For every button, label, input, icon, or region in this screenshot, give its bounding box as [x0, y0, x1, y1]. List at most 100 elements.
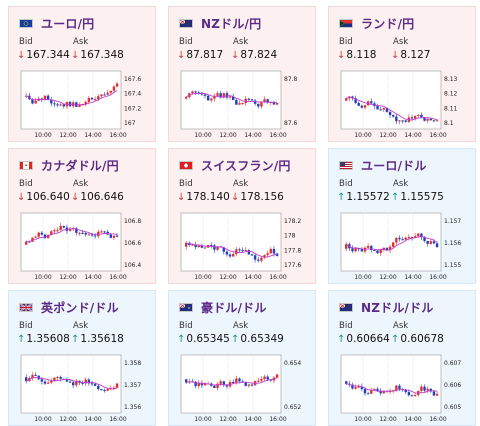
price-chart[interactable]: 8.13 8.12 8.11 8.1 10:00 12:00 14:00 16:00 [337, 67, 469, 141]
candle-body [203, 383, 207, 386]
pair-name[interactable]: NZドル/ドル [361, 300, 434, 315]
pair-name[interactable]: ランド/円 [361, 16, 415, 31]
candle-body [351, 384, 354, 389]
candle-body [37, 232, 40, 237]
bid-value: ↓178.140 [177, 191, 230, 203]
candle-body [413, 236, 417, 238]
currency-card[interactable]: ランド/円 Bid Ask ↓8.118 ↓8.127 8.13 8.12 8.11 8.1 10… [328, 6, 476, 142]
candle-body [75, 380, 78, 386]
card-header[interactable]: ランド/円 [339, 14, 414, 32]
candle-body [363, 389, 367, 394]
candle-body [100, 389, 103, 391]
pair-name[interactable]: ユーロ/円 [41, 16, 95, 31]
candle-body [376, 250, 379, 254]
candle-body [115, 83, 119, 87]
pair-name[interactable]: ユーロ/ドル [361, 158, 427, 173]
candle-body [360, 105, 364, 108]
pair-name[interactable]: カナダドル/円 [41, 158, 119, 173]
currency-card[interactable]: 英ポンド/ドル Bid Ask ↑1.35608 ↑1.35618 1.358 1.357 1… [8, 290, 156, 426]
pair-name[interactable]: 豪ドル/ドル [201, 300, 267, 315]
x-tick-label: 10:00 [34, 274, 51, 281]
candle-body [247, 384, 251, 386]
x-tick-label: 14:00 [84, 416, 101, 423]
pair-name[interactable]: スイスフラン/円 [201, 158, 291, 173]
candle-body [56, 230, 59, 232]
chart-svg: 0.654 0.652 10:00 12:00 14:00 16:00 [180, 354, 301, 423]
plot-area [180, 70, 282, 130]
price-chart[interactable]: 178.2 178 177.8 177.6 10:00 12:00 14:00 16:00 [177, 209, 309, 283]
candle-body [200, 245, 204, 248]
candle-body [228, 254, 232, 257]
y-tick-label: 8.11 [444, 105, 458, 112]
candle-body [345, 244, 348, 249]
y-tick-label: 87.8 [284, 76, 298, 83]
candle-body [78, 104, 81, 107]
price-chart[interactable]: 0.607 0.606 0.605 10:00 12:00 14:00 16:00 [337, 351, 469, 425]
currency-card[interactable]: 豪ドル/ドル Bid Ask ↑0.65345 ↑0.65349 0.654 0.652 10… [168, 290, 316, 426]
us-flag-icon [339, 160, 353, 170]
currency-grid: ユーロ/円 Bid Ask ↓167.344 ↓167.348 167.6 167.4 167… [8, 6, 476, 426]
candle-body [46, 95, 50, 100]
plot-area [20, 354, 122, 414]
y-tick-label: 1.156 [444, 240, 461, 247]
x-tick-label: 12:00 [219, 274, 236, 281]
ask-value: ↓178.156 [231, 191, 284, 203]
price-chart[interactable]: 1.157 1.156 1.155 10:00 12:00 14:00 16:00 [337, 209, 469, 283]
card-header[interactable]: カナダドル/円 [19, 156, 119, 174]
arrow-up-icon: ↑ [337, 192, 346, 203]
candle-body [426, 118, 429, 121]
y-tick-label: 87.6 [284, 120, 298, 127]
card-header[interactable]: NZドル/ドル [339, 298, 434, 316]
candle-body [84, 233, 87, 235]
candle-body [232, 96, 235, 101]
currency-card[interactable]: NZドル/ドル Bid Ask ↑0.60664 ↑0.60678 0.607 0.606 0… [328, 290, 476, 426]
candle-body [426, 240, 429, 244]
currency-card[interactable]: ユーロ/円 Bid Ask ↓167.344 ↓167.348 167.6 167.4 167… [8, 6, 156, 142]
currency-card[interactable]: NZドル/円 Bid Ask ↓87.817 ↓87.824 87.8 87.6 10:00 1… [168, 6, 316, 142]
ask-number: 1.15575 [400, 191, 444, 203]
candle-body [395, 385, 398, 391]
candle-body [379, 249, 382, 254]
candle-body [90, 383, 94, 385]
ask-value: ↓167.348 [71, 49, 124, 61]
currency-card[interactable]: ユーロ/ドル Bid Ask ↑1.15572 ↑1.15575 1.157 1.156 1.… [328, 148, 476, 284]
pair-name[interactable]: NZドル/円 [201, 16, 262, 31]
candle-body [235, 249, 238, 255]
card-header[interactable]: ユーロ/円 [19, 14, 94, 32]
candle-body [429, 241, 432, 244]
x-tick-label: 12:00 [59, 132, 76, 139]
card-header[interactable]: 豪ドル/ドル [179, 298, 267, 316]
candle-body [100, 94, 103, 97]
candle-body [247, 250, 251, 255]
price-chart[interactable]: 1.358 1.357 1.356 10:00 12:00 14:00 16:00 [17, 351, 149, 425]
candle-body [426, 388, 429, 391]
candle-body [194, 244, 197, 248]
candle-body [357, 102, 360, 106]
price-chart[interactable]: 167.6 167.4 167.2 167 10:00 12:00 14:00 16:00 [17, 67, 149, 141]
arrow-down-icon: ↓ [17, 50, 26, 61]
x-tick-label: 16:00 [269, 132, 286, 139]
candle-body [46, 382, 50, 384]
candle-body [197, 382, 200, 387]
card-header[interactable]: NZドル/円 [179, 14, 261, 32]
y-tick-label: 106.6 [124, 240, 141, 247]
currency-card[interactable]: カナダドル/円 Bid Ask ↓106.640 ↓106.646 106.8 106.6 1… [8, 148, 156, 284]
price-chart[interactable]: 0.654 0.652 10:00 12:00 14:00 16:00 [177, 351, 309, 425]
arrow-up-icon: ↑ [71, 334, 80, 345]
ask-value: ↑1.35618 [71, 333, 124, 345]
price-chart[interactable]: 106.8 106.6 106.4 10:00 12:00 14:00 16:00 [17, 209, 149, 283]
card-header[interactable]: スイスフラン/円 [179, 156, 291, 174]
candle-body [53, 377, 56, 382]
currency-card[interactable]: スイスフラン/円 Bid Ask ↓178.140 ↓178.156 178.2 178 17… [168, 148, 316, 284]
candle-body [213, 245, 216, 250]
pair-name[interactable]: 英ポンド/ドル [41, 300, 119, 315]
card-header[interactable]: ユーロ/ドル [339, 156, 427, 174]
card-header[interactable]: 英ポンド/ドル [19, 298, 119, 316]
chart-svg: 87.8 87.6 10:00 12:00 14:00 16:00 [180, 70, 298, 139]
price-chart[interactable]: 87.8 87.6 10:00 12:00 14:00 16:00 [177, 67, 309, 141]
candle-body [275, 253, 279, 256]
candle-body [93, 235, 97, 237]
candle-body [423, 117, 426, 121]
candle-body [31, 237, 34, 242]
candle-body [266, 376, 269, 380]
